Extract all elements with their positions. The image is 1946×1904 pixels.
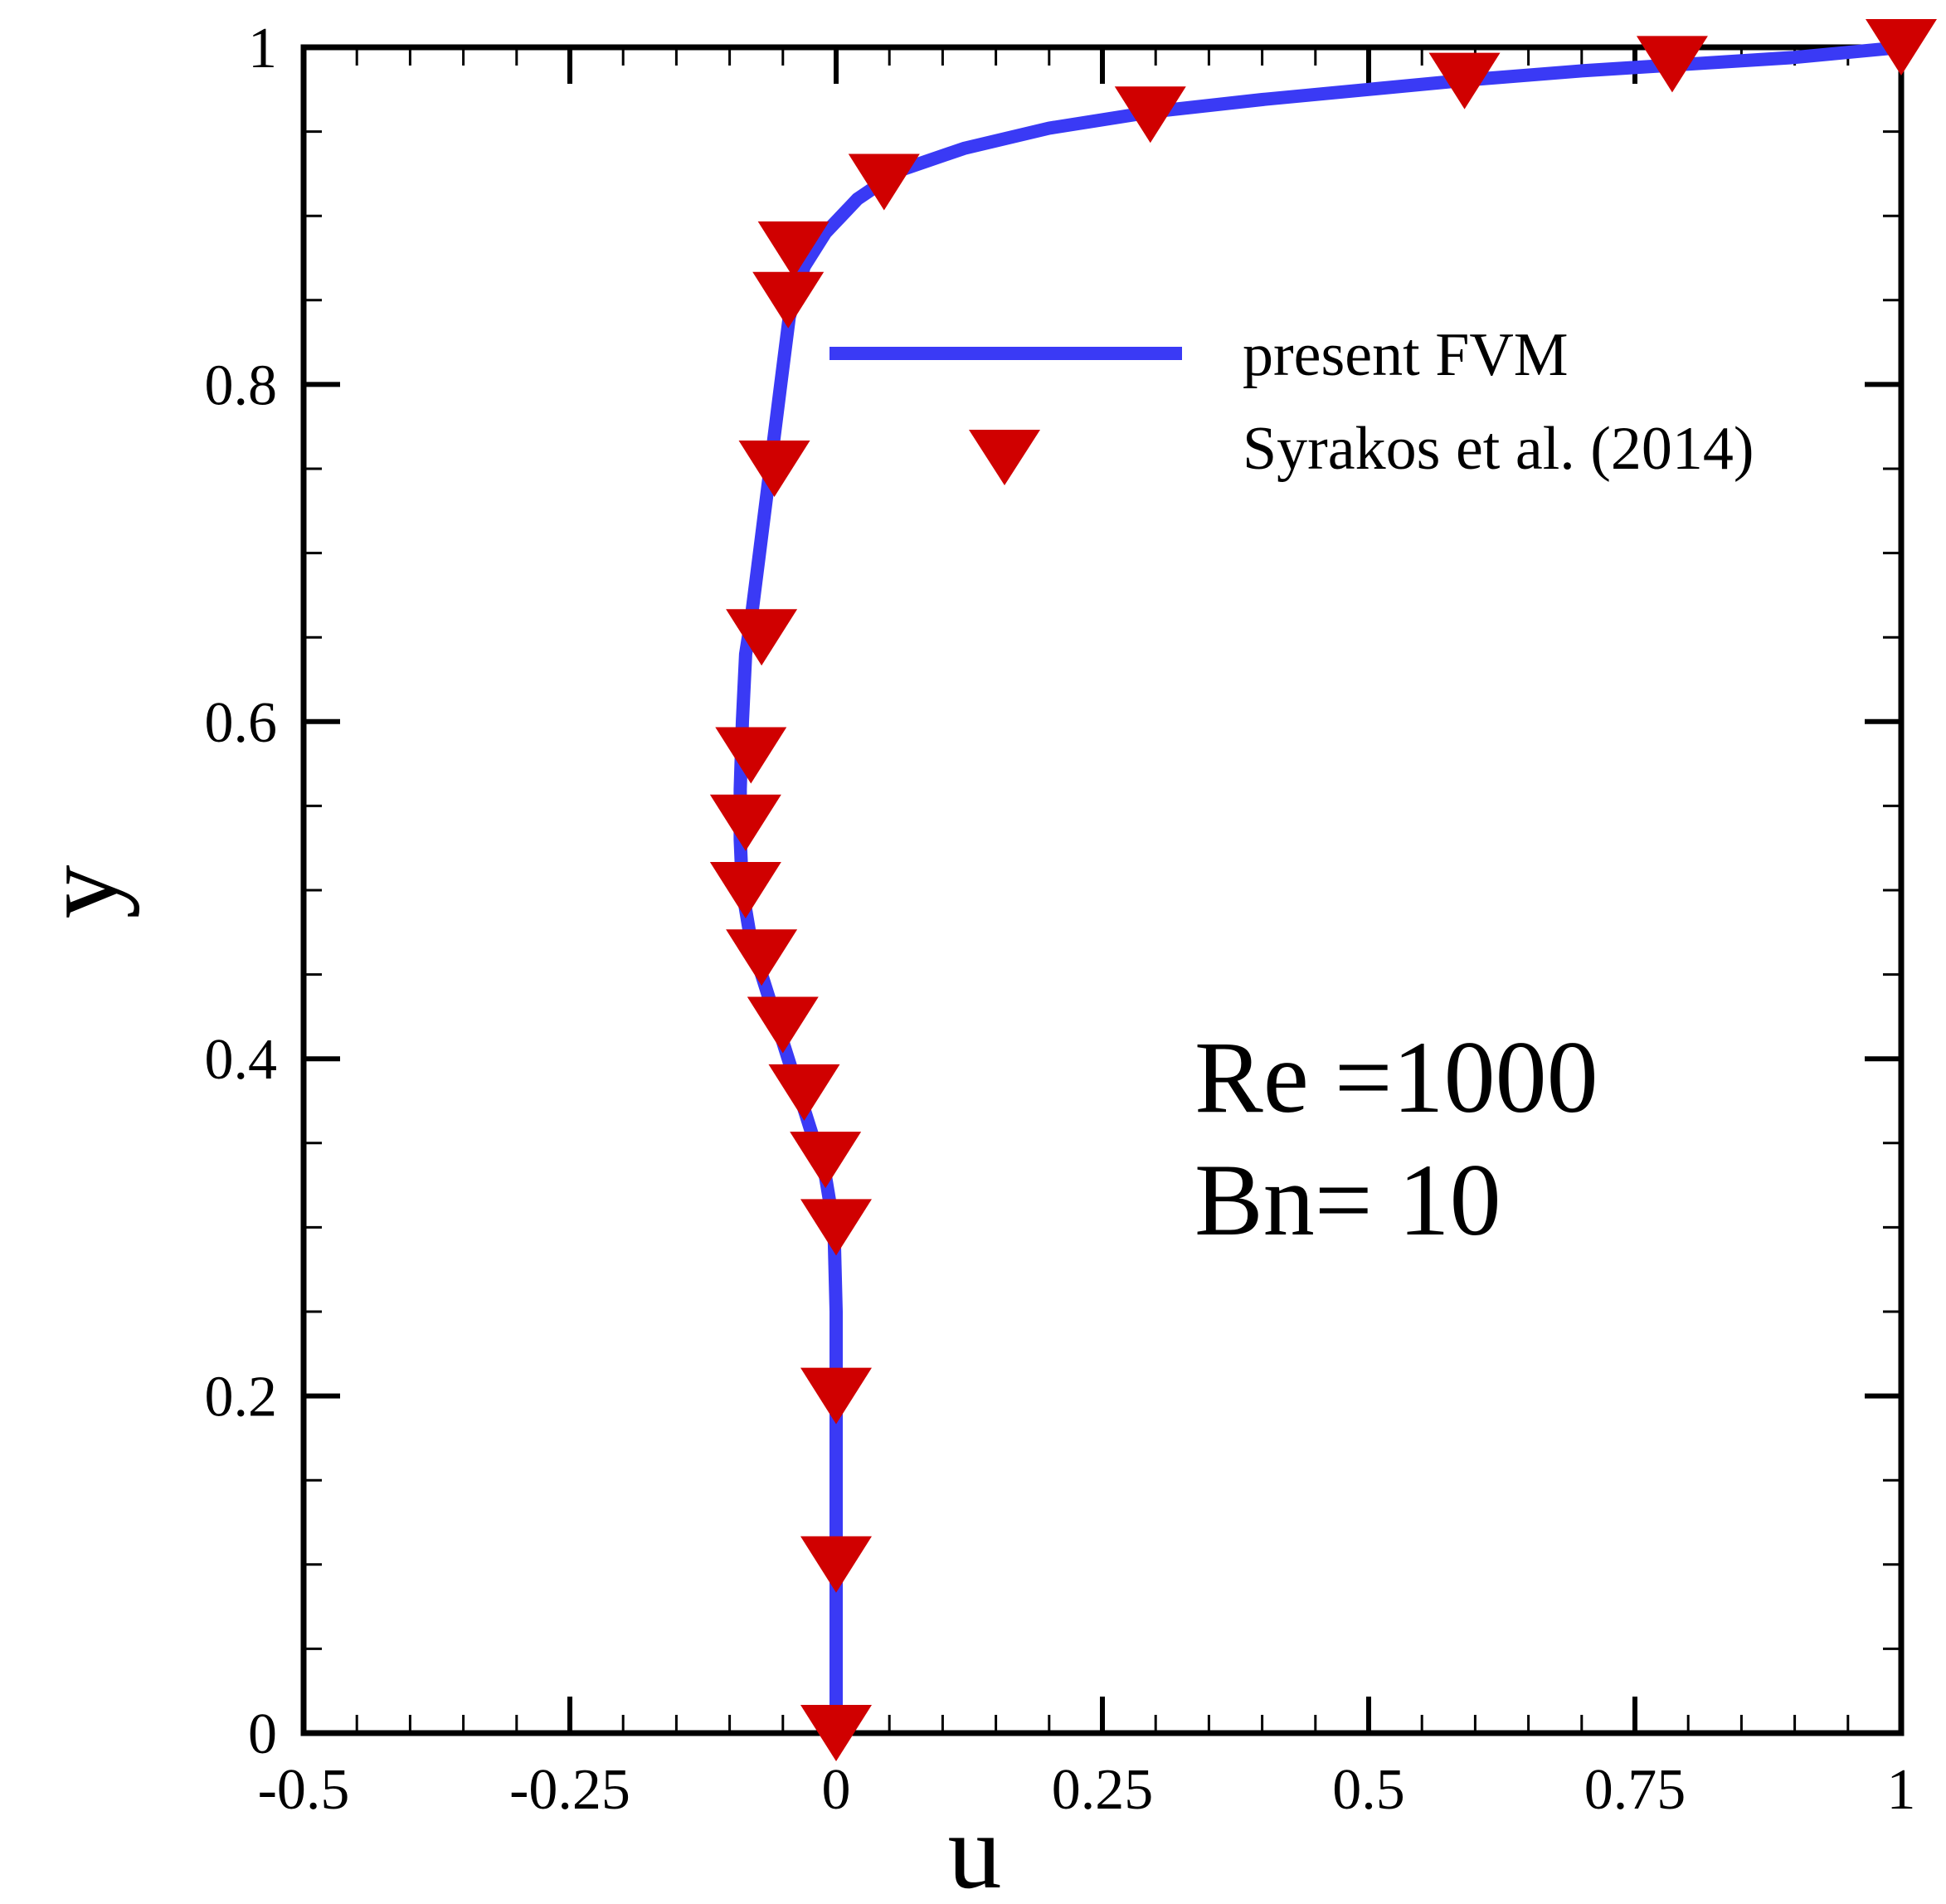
data-marker-syrakos bbox=[726, 609, 798, 666]
data-marker-syrakos bbox=[709, 862, 781, 918]
data-marker-syrakos bbox=[790, 1132, 862, 1189]
data-marker-syrakos bbox=[738, 441, 810, 497]
y-tick-label: 0.2 bbox=[205, 1366, 278, 1429]
series-lines bbox=[733, 41, 1908, 1740]
data-marker-syrakos bbox=[757, 221, 829, 278]
axis-ticks bbox=[301, 45, 1904, 1736]
annotation-reynolds-number: Re =1000 bbox=[1194, 1020, 1598, 1134]
x-tick-label: 1 bbox=[1887, 1758, 1916, 1822]
x-axis-title: u bbox=[948, 1792, 1002, 1904]
data-marker-syrakos bbox=[709, 794, 781, 851]
data-marker-syrakos bbox=[1428, 52, 1501, 110]
y-tick-label: 1 bbox=[248, 17, 277, 80]
x-tick-label: 0.75 bbox=[1584, 1758, 1686, 1822]
y-tick-labels: 0 0.2 0.4 0.6 0.8 1 bbox=[205, 17, 278, 1766]
legend-label-present-fvm: present FVM bbox=[1243, 321, 1569, 389]
legend: present FVM Syrakos et al. (2014) bbox=[829, 321, 1754, 485]
series-markers bbox=[709, 19, 1937, 1761]
data-marker-syrakos bbox=[715, 727, 787, 784]
y-tick-label: 0.8 bbox=[205, 353, 278, 417]
series-line-present-fvm bbox=[733, 41, 1908, 1740]
data-marker-syrakos bbox=[768, 1064, 840, 1121]
legend-label-syrakos: Syrakos et al. (2014) bbox=[1243, 415, 1754, 483]
x-tick-labels: -0.5 -0.25 0 0.25 0.5 0.75 1 bbox=[258, 1758, 1916, 1822]
x-tick-label: -0.5 bbox=[258, 1758, 350, 1822]
data-marker-syrakos bbox=[747, 996, 819, 1054]
y-axis-title: y bbox=[21, 865, 140, 919]
plot-frame bbox=[300, 44, 1905, 1736]
data-marker-syrakos bbox=[800, 1536, 872, 1593]
x-tick-label: 0.5 bbox=[1332, 1758, 1405, 1822]
data-marker-syrakos bbox=[848, 153, 920, 211]
data-marker-syrakos bbox=[726, 929, 798, 986]
data-marker-syrakos bbox=[1114, 86, 1186, 144]
data-marker-syrakos bbox=[1866, 19, 1937, 75]
data-marker-syrakos bbox=[800, 1199, 872, 1256]
legend-marker-swatch bbox=[969, 430, 1040, 485]
annotation-bingham-number: Bn= 10 bbox=[1194, 1143, 1501, 1257]
x-tick-label: -0.25 bbox=[509, 1758, 630, 1822]
data-marker-syrakos bbox=[752, 271, 825, 329]
y-tick-label: 0.4 bbox=[205, 1028, 278, 1092]
data-marker-syrakos bbox=[1636, 36, 1708, 93]
data-marker-syrakos bbox=[800, 1367, 872, 1424]
x-tick-label: 0 bbox=[822, 1758, 851, 1822]
x-tick-label: 0.25 bbox=[1052, 1758, 1154, 1822]
y-tick-label: 0.6 bbox=[205, 691, 278, 755]
y-tick-label: 0 bbox=[248, 1702, 277, 1766]
data-marker-syrakos bbox=[800, 1705, 872, 1761]
